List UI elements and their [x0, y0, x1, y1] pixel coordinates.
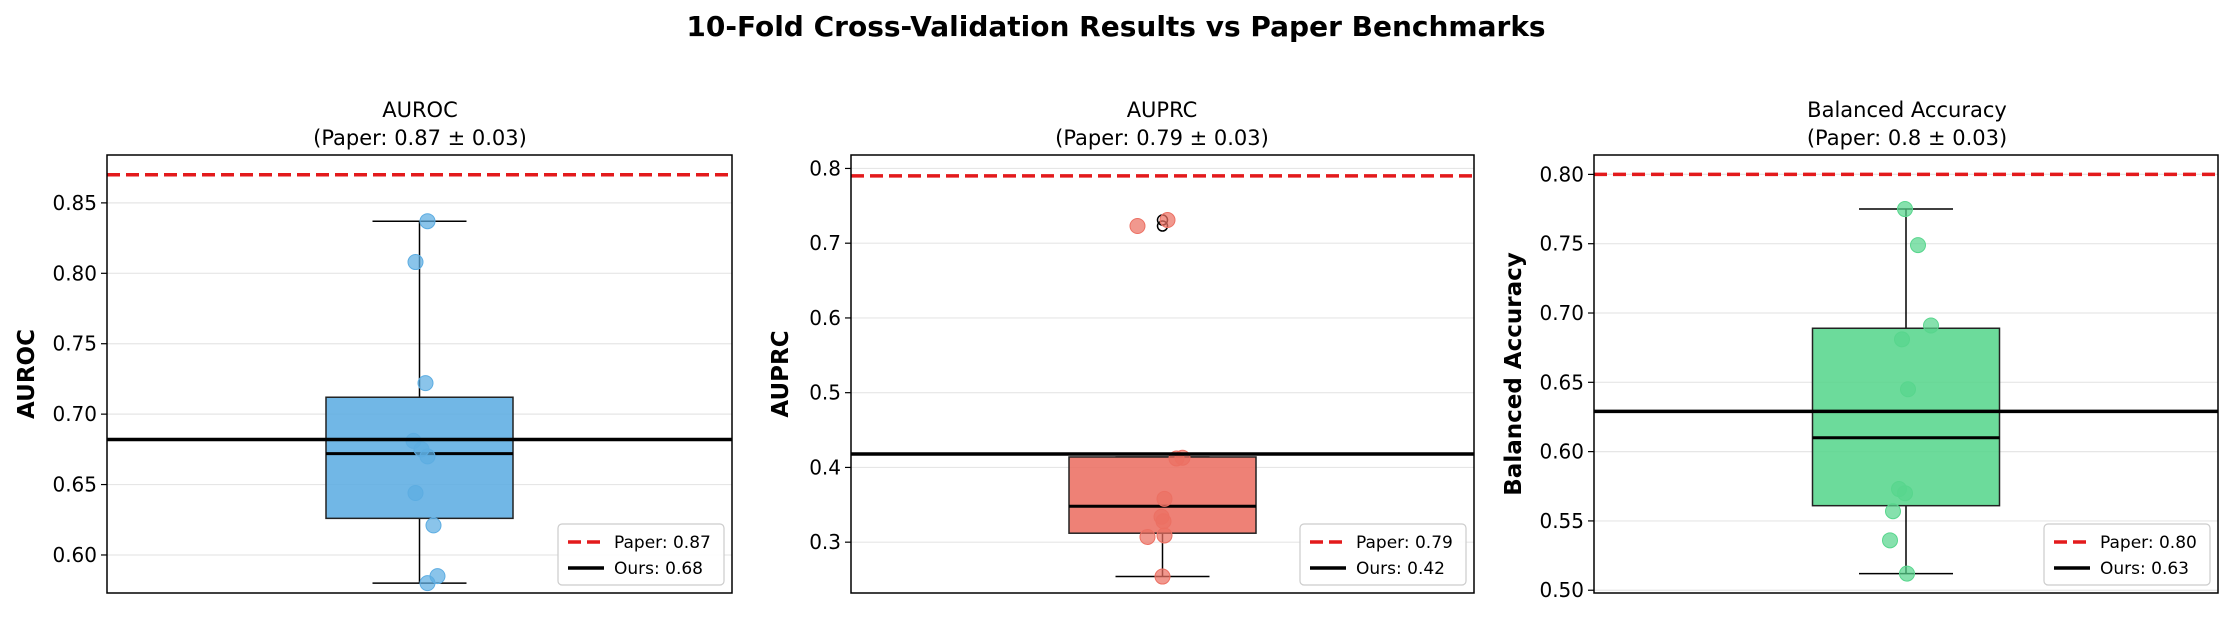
fold-point	[1155, 513, 1172, 530]
plot-area-auroc: 0.60 0.65 0.70 0.75 0.80 0.85 Paper: 0.87 Ours:…	[52, 154, 733, 594]
panel-title-line2: (Paper: 0.87 ± 0.03)	[313, 126, 527, 150]
fold-point	[419, 448, 436, 465]
y-axis-label: Balanced Accuracy	[1501, 252, 1527, 495]
y-tick-label: 0.4	[809, 455, 841, 479]
fold-point	[1882, 532, 1898, 549]
y-tick-label: 0.50	[1539, 578, 1584, 602]
y-tick-label: 0.75	[1539, 232, 1584, 256]
box-iqr	[1811, 327, 2001, 507]
axes-frame	[1593, 154, 2219, 594]
y-tick-label: 0.70	[52, 402, 97, 426]
legend-ours-label: Ours: 0.68	[614, 559, 703, 579]
y-tick-label: 0.60	[52, 543, 97, 567]
y-tick-label: 0.65	[52, 473, 97, 497]
fold-point	[417, 375, 434, 392]
panel-title-line2: (Paper: 0.8 ± 0.03)	[1807, 126, 2007, 150]
panel-title-line1: Balanced Accuracy	[1807, 98, 2007, 122]
y-tick-label: 0.55	[1539, 509, 1584, 533]
fold-point	[407, 485, 424, 502]
panel-balanced-accuracy: Balanced Accuracy (Paper: 0.8 ± 0.03) Ba…	[1501, 98, 2219, 602]
fold-point	[1156, 490, 1173, 507]
y-tick-label: 0.7	[809, 231, 841, 255]
panel-title-line1: AUPRC	[1127, 98, 1198, 122]
fold-point	[1900, 381, 1916, 398]
fold-point	[1897, 201, 1913, 218]
fold-point	[1923, 317, 1939, 334]
plot-area-auprc: 0.3 0.4 0.5 0.6 0.7 0.8 Paper: 0.79 Ours: 0.42	[809, 154, 1475, 594]
fold-point	[419, 213, 436, 230]
fold-point	[1139, 528, 1156, 545]
fold-point	[1159, 212, 1176, 229]
y-tick-label: 0.85	[52, 191, 97, 215]
fold-point	[1894, 331, 1910, 348]
figure-title: 10-Fold Cross-Validation Results vs Pape…	[686, 10, 1545, 43]
y-axis-label: AUROC	[14, 329, 40, 419]
axes-frame	[106, 154, 733, 594]
fold-point	[419, 575, 436, 592]
y-tick-label: 0.80	[52, 261, 97, 285]
y-tick-label: 0.6	[809, 306, 841, 330]
fold-point	[1910, 237, 1926, 254]
fold-point	[1899, 565, 1915, 582]
y-tick-label: 0.3	[809, 530, 841, 554]
y-tick-label: 0.70	[1539, 301, 1584, 325]
legend-paper-label: Paper: 0.87	[614, 533, 711, 553]
y-tick-label: 0.5	[809, 381, 841, 405]
y-axis-label: AUPRC	[768, 330, 794, 417]
fold-point	[407, 254, 424, 271]
legend-ours-label: Ours: 0.63	[2100, 559, 2189, 579]
plot-area-balanced-accuracy: 0.50 0.55 0.60 0.65 0.70 0.75 0.80 Paper: 0.80 O…	[1539, 154, 2219, 602]
panel-auprc: AUPRC (Paper: 0.79 ± 0.03) AUPRC 0.30.40…	[768, 98, 1475, 594]
panel-auroc: AUROC (Paper: 0.87 ± 0.03) AUROC 0.600.6…	[14, 98, 733, 594]
fold-point	[1129, 218, 1146, 235]
panel-title-line1: AUROC	[382, 98, 458, 122]
fold-point	[1156, 527, 1173, 544]
y-tick-label: 0.8	[809, 156, 841, 180]
y-tick-label: 0.60	[1539, 440, 1584, 464]
fold-point	[1154, 568, 1171, 585]
fold-point	[1885, 503, 1901, 520]
box-iqr	[325, 396, 514, 520]
y-tick-label: 0.65	[1539, 370, 1584, 394]
y-tick-label: 0.80	[1539, 162, 1584, 186]
axes-frame	[850, 154, 1475, 594]
y-tick-label: 0.75	[52, 332, 97, 356]
fold-point	[1897, 485, 1913, 502]
panel-title-line2: (Paper: 0.79 ± 0.03)	[1055, 126, 1269, 150]
legend-paper-label: Paper: 0.80	[2100, 533, 2197, 553]
fold-point	[425, 517, 442, 534]
legend-ours-label: Ours: 0.42	[1356, 559, 1445, 579]
legend-paper-label: Paper: 0.79	[1356, 533, 1453, 553]
